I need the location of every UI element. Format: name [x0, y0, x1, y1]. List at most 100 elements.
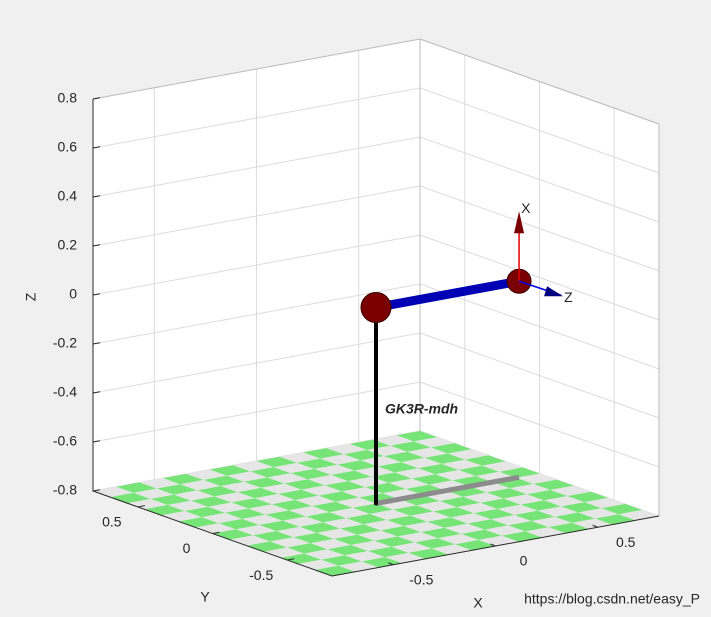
floor-tile: [403, 521, 445, 533]
floor-tile: [350, 540, 392, 551]
floor-tile: [218, 518, 260, 530]
floor-tile: [278, 489, 319, 500]
floor-tile: [357, 530, 398, 541]
x-tick-label: 0: [520, 553, 528, 569]
x-axis-label: X: [473, 595, 483, 611]
floor-tile: [373, 435, 414, 446]
frame-label: X: [521, 200, 531, 216]
floor-tile: [516, 473, 557, 484]
floor-tile: [407, 447, 448, 458]
floor-tile: [499, 467, 540, 478]
floor-tile: [331, 470, 372, 481]
floor-tile: [279, 452, 321, 463]
floor-tile: [248, 504, 289, 515]
tick-mark: [592, 524, 598, 528]
floor-tile: [310, 538, 351, 550]
floor-tile: [388, 478, 429, 489]
tick-mark: [92, 293, 101, 296]
floor-tile: [346, 513, 387, 525]
floor-tile: [447, 449, 489, 460]
z-tick-label: 0: [69, 286, 77, 302]
floor-tile: [533, 479, 574, 490]
floor-tile: [197, 486, 238, 497]
tick-mark: [92, 489, 101, 492]
floor-tile: [261, 483, 302, 494]
floor-tile: [320, 454, 361, 465]
floor-tile: [116, 482, 157, 493]
floor-tile: [235, 524, 277, 536]
floor-tile: [133, 488, 174, 499]
floor-tile: [321, 555, 362, 566]
z-tick-label: -0.4: [53, 384, 77, 400]
floor-tile: [167, 500, 208, 511]
floor-tile: [503, 494, 544, 505]
floor-tile: [203, 475, 244, 486]
frame-x-head: [514, 211, 525, 234]
floor-tile: [567, 491, 608, 503]
floor-tile: [439, 496, 481, 508]
floor-tile: [416, 501, 457, 512]
floor-tile: [186, 469, 227, 480]
floor-tile: [316, 528, 358, 539]
tick-mark: [212, 531, 220, 534]
robot-name: GK3R-mdh: [385, 401, 458, 417]
floor-tile: [284, 479, 325, 490]
tick-mark: [92, 146, 101, 149]
floor-tile: [184, 506, 226, 518]
floor-tile: [418, 463, 459, 475]
floor-tile: [491, 514, 532, 526]
floor-tile: [410, 511, 451, 522]
tick-mark: [92, 195, 101, 198]
floor-tile: [520, 500, 562, 511]
floor-tile: [312, 501, 353, 513]
floor-tile: [190, 496, 232, 507]
floor-tile: [486, 488, 527, 499]
floor-tile: [363, 519, 404, 531]
floor-tile: [303, 448, 344, 459]
floor-tile: [374, 536, 415, 547]
floor-tile: [384, 451, 425, 463]
floor-tile: [550, 485, 591, 496]
frame-z-head: [544, 286, 564, 297]
floor-tile: [267, 473, 308, 484]
floor-tile: [401, 457, 442, 469]
tick-mark: [92, 244, 101, 247]
floor-tile: [482, 461, 523, 472]
floor-tile: [304, 549, 345, 560]
floor-tile: [456, 502, 498, 514]
floor-tile: [367, 546, 409, 558]
floor-tile: [397, 532, 438, 543]
robot-joint: [360, 292, 392, 323]
floor-tile: [441, 459, 482, 470]
floor-tile: [288, 506, 330, 517]
floor-tile: [180, 479, 221, 491]
floor-tile: [377, 462, 419, 473]
floor-tile: [424, 453, 465, 464]
floor-tile: [201, 512, 243, 524]
tick-mark: [137, 505, 145, 508]
z-tick-label: 0.6: [58, 139, 78, 155]
floor-tile: [480, 498, 521, 509]
floor-tile: [467, 519, 509, 530]
floor-tile: [226, 471, 268, 482]
floor-tile: [473, 508, 515, 520]
floor-tile: [324, 481, 366, 492]
floor-tile: [463, 492, 504, 503]
robot-link: [371, 276, 524, 312]
floor-tile: [256, 456, 297, 468]
floor-tile: [231, 498, 272, 509]
tick-mark: [92, 342, 101, 345]
floor-tile: [414, 538, 456, 549]
floor-tile: [461, 529, 502, 540]
floor-tile: [327, 544, 368, 556]
floor-tile: [484, 525, 526, 536]
floor-tile: [393, 505, 434, 516]
floor-tile: [323, 518, 364, 529]
floor-tile: [427, 517, 468, 528]
floor-tile: [242, 514, 283, 525]
floor-tile: [349, 439, 391, 450]
floor-tile: [420, 527, 462, 539]
floor-tile: [340, 524, 381, 535]
floor-tile: [295, 495, 336, 506]
